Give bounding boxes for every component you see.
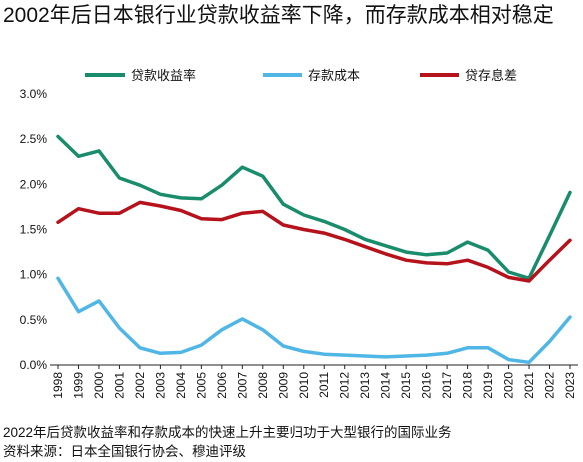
x-tick-label: 2010 (297, 372, 311, 399)
legend-item-spread: 贷存息差 (420, 68, 517, 83)
legend-label-deposit-cost: 存款成本 (308, 68, 360, 83)
y-axis: 0.0% 0.5% 1.0% 1.5% 2.0% 2.5% 3.0% (20, 87, 48, 372)
footnote: 2022年后贷款收益率和存款成本的快速上升主要归功于大型银行的国际业务 (3, 425, 452, 440)
source-note: 资料来源：日本全国银行协会、穆迪评级 (3, 444, 246, 459)
x-tick-label: 2019 (481, 372, 495, 399)
x-tick-label: 2005 (194, 372, 208, 399)
x-tick-label: 2023 (563, 372, 577, 399)
x-tick-label: 2008 (256, 372, 270, 399)
x-tick-label: 1999 (71, 372, 85, 399)
x-tick-label: 2018 (461, 372, 475, 399)
chart-title: 2002年后日本银行业贷款收益率下降，而存款成本相对稳定 (3, 4, 554, 27)
x-tick-label: 2020 (502, 372, 516, 399)
x-tick-label: 2022 (543, 372, 557, 399)
x-tick-label: 2017 (440, 372, 454, 399)
x-tick-label: 1998 (51, 372, 65, 399)
x-tick-label: 2004 (174, 372, 188, 399)
y-tick-label: 1.0% (20, 268, 48, 282)
x-tick-label: 2000 (92, 372, 106, 399)
series-group (56, 134, 572, 365)
x-tick-label: 2009 (276, 372, 290, 399)
x-tick-label: 2016 (420, 372, 434, 399)
x-tick-label: 2015 (399, 372, 413, 399)
x-tick-label: 2014 (379, 372, 393, 399)
x-tick-label: 2021 (522, 372, 536, 399)
legend-item-loan-yield: 贷款收益率 (85, 68, 196, 83)
series-line-spread (56, 200, 572, 283)
x-tick-label: 2003 (153, 372, 167, 399)
y-tick-label: 1.5% (20, 223, 48, 237)
x-tick-label: 2002 (133, 372, 147, 399)
x-tick-label: 2013 (358, 372, 372, 399)
y-tick-label: 0.5% (20, 313, 48, 327)
x-tick-label: 2011 (317, 372, 331, 398)
x-tick-label: 2012 (338, 372, 352, 399)
legend-label-spread: 贷存息差 (465, 68, 517, 83)
series-line-loan-yield (56, 134, 572, 281)
y-tick-label: 2.0% (20, 177, 48, 191)
legend-label-loan-yield: 贷款收益率 (131, 68, 196, 83)
y-tick-label: 2.5% (20, 132, 48, 146)
x-axis: 1998 1999 2000 2001 2002 2003 2004 2005 2006 2007… (50, 364, 578, 399)
legend: 贷款收益率 存款成本 贷存息差 (85, 68, 517, 83)
x-tick-label: 2006 (215, 372, 229, 399)
y-tick-label: 0.0% (20, 358, 48, 372)
series-line-deposit-cost (56, 276, 572, 365)
x-tick-label: 2001 (112, 372, 126, 399)
legend-item-deposit-cost: 存款成本 (263, 68, 360, 83)
y-tick-label: 3.0% (20, 87, 48, 101)
x-tick-label: 2007 (235, 372, 249, 399)
